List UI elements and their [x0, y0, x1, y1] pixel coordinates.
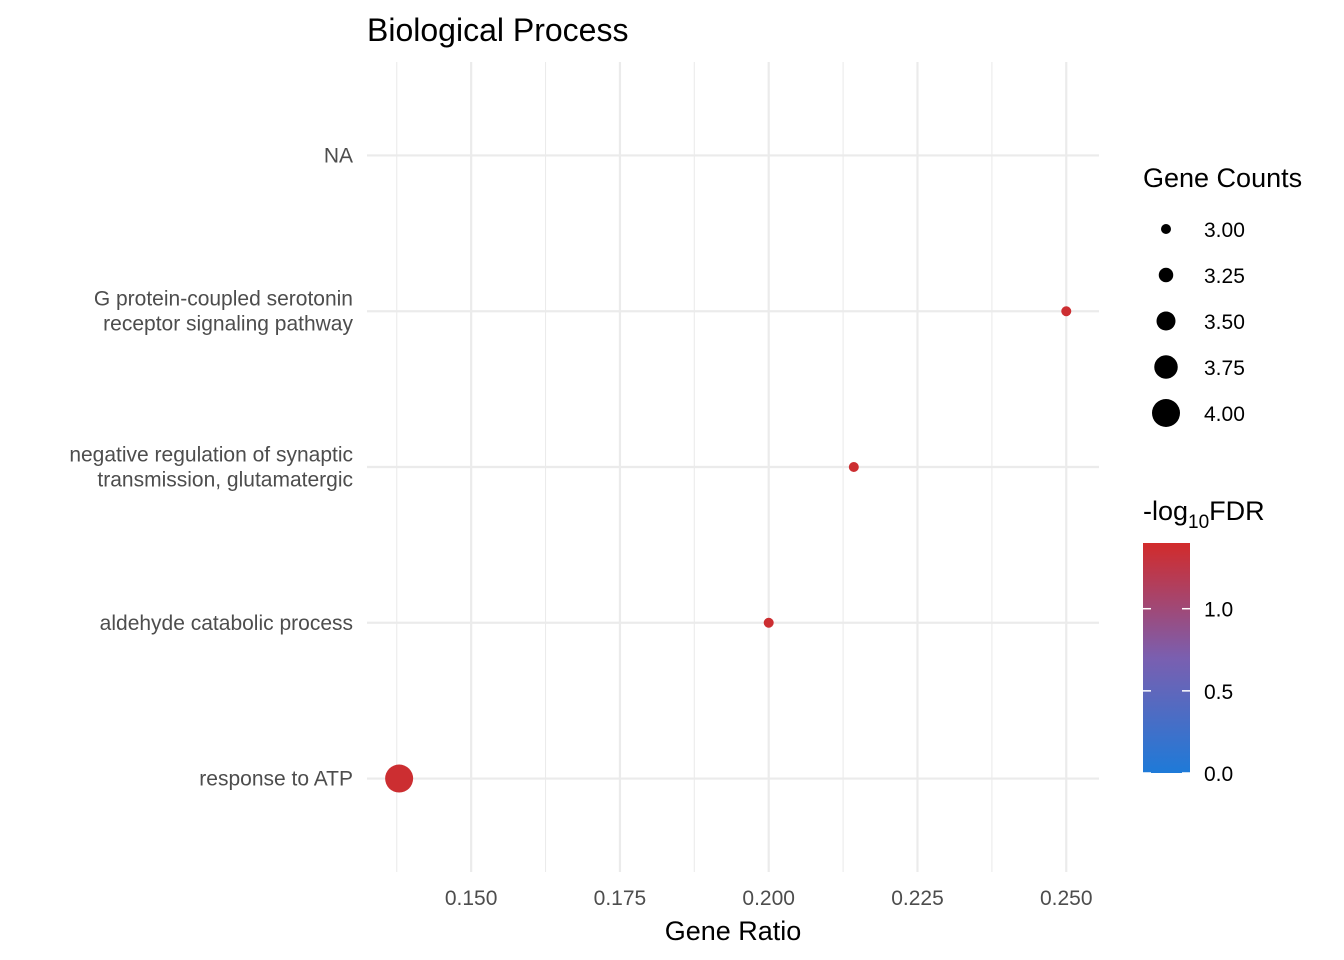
color-legend-label: 0.5 [1204, 681, 1233, 704]
y-tick-label: response to ATP [199, 768, 353, 791]
y-tick-label: NA [324, 144, 353, 167]
y-tick-label: negative regulation of synaptic transmiss… [69, 444, 353, 492]
y-tick-label: G protein-coupled serotonin receptor sign… [94, 288, 354, 336]
size-legend-key [1161, 224, 1171, 234]
color-bar [1143, 543, 1190, 773]
size-legend-label: 3.25 [1204, 265, 1245, 288]
size-legend-key [1152, 399, 1180, 427]
size-legend-key [1154, 355, 1178, 379]
chart-title: Biological Process [367, 12, 628, 48]
x-axis-title: Gene Ratio [665, 916, 802, 946]
x-axis-tick-labels: 0.150 0.175 0.200 0.225 0.250 [445, 887, 1093, 910]
color-legend-label: 0.0 [1204, 763, 1233, 786]
color-legend-title: -log10FDR [1143, 496, 1265, 533]
size-legend-label: 3.00 [1204, 219, 1245, 242]
size-legend-label: 3.50 [1204, 311, 1245, 334]
size-legend-label: 3.75 [1204, 357, 1245, 380]
x-tick-label: 0.150 [445, 887, 498, 910]
data-point [1061, 306, 1072, 317]
x-tick-label: 0.250 [1040, 887, 1093, 910]
data-point [385, 764, 414, 793]
size-legend-label: 4.00 [1204, 403, 1245, 426]
color-legend-label: 1.0 [1204, 599, 1233, 622]
size-legend-key [1158, 267, 1174, 283]
y-axis-tick-labels: NA G protein-coupled serotonin receptor si… [69, 144, 353, 790]
size-legend-title: Gene Counts [1143, 163, 1302, 193]
data-point [848, 462, 859, 472]
y-tick-label: aldehyde catabolic process [100, 612, 353, 635]
data-point [763, 617, 774, 628]
size-legend: Gene Counts 3.00 3.25 3.50 3.75 4.00 [1143, 163, 1302, 427]
size-legend-key [1156, 311, 1176, 331]
x-tick-label: 0.200 [742, 887, 795, 910]
x-tick-label: 0.175 [594, 887, 647, 910]
color-legend: -log10FDR 0.0 0.5 1.0 [1143, 496, 1265, 786]
x-tick-label: 0.225 [891, 887, 944, 910]
gridlines [367, 62, 1099, 872]
data-points [385, 306, 1072, 793]
